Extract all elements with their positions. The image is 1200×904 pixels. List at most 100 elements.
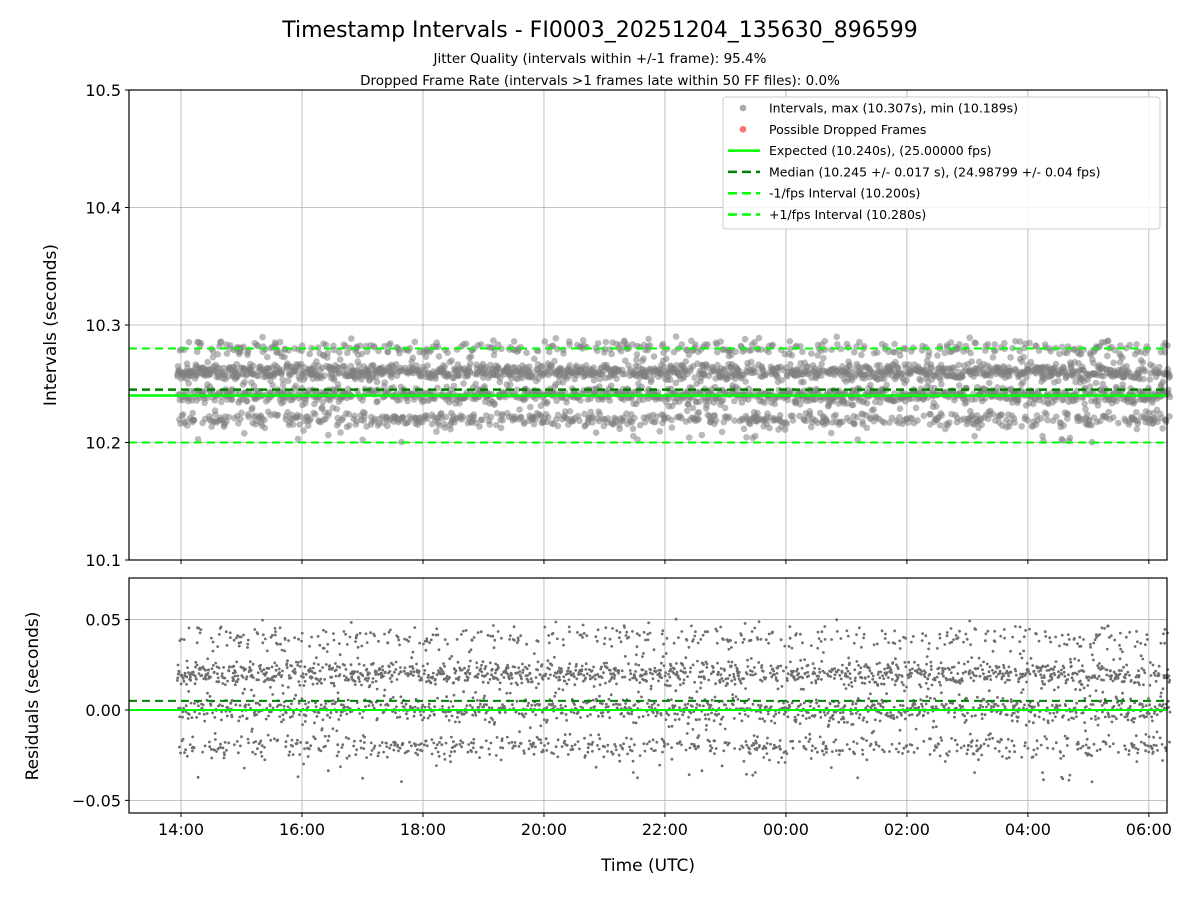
- interval-point: [742, 336, 749, 343]
- residual-point: [562, 644, 565, 647]
- interval-point: [779, 377, 786, 384]
- residual-point: [480, 664, 483, 667]
- residual-point: [528, 664, 531, 667]
- residual-point: [366, 679, 369, 682]
- interval-point: [264, 354, 271, 361]
- residual-point: [180, 638, 183, 641]
- residual-point: [337, 697, 340, 700]
- residual-point: [463, 713, 466, 716]
- residual-point: [293, 668, 296, 671]
- residual-point: [399, 747, 402, 750]
- interval-point: [822, 338, 829, 345]
- residual-point: [418, 642, 421, 645]
- interval-point: [858, 352, 865, 359]
- residual-point: [574, 669, 577, 672]
- interval-point: [603, 339, 610, 346]
- residual-point: [566, 683, 569, 686]
- interval-point: [656, 428, 663, 435]
- residual-point: [288, 754, 291, 757]
- interval-point: [432, 375, 439, 382]
- residual-point: [217, 677, 220, 680]
- residual-point: [343, 664, 346, 667]
- interval-point: [527, 404, 534, 411]
- residual-point: [484, 718, 487, 721]
- residual-point: [374, 673, 377, 676]
- residual-point: [185, 683, 188, 686]
- residual-point: [244, 703, 247, 706]
- residual-point: [432, 633, 435, 636]
- residual-point: [546, 706, 549, 709]
- residual-point: [473, 636, 476, 639]
- residual-point: [227, 706, 230, 709]
- residual-point: [397, 750, 400, 753]
- residual-point: [359, 740, 362, 743]
- residual-point: [238, 645, 241, 648]
- residual-point: [354, 753, 357, 756]
- residual-point: [426, 640, 429, 643]
- residual-point: [539, 673, 542, 676]
- residual-point: [423, 716, 426, 719]
- residual-point: [461, 741, 464, 744]
- residual-point: [206, 712, 209, 715]
- interval-point: [720, 397, 727, 404]
- interval-point: [789, 352, 796, 359]
- residual-point: [228, 665, 231, 668]
- residual-point: [482, 681, 485, 684]
- interval-point: [1144, 346, 1151, 353]
- residual-point: [280, 704, 283, 707]
- residual-point: [383, 689, 386, 692]
- residual-point: [302, 676, 305, 679]
- residual-point: [197, 704, 200, 707]
- interval-point: [606, 397, 613, 404]
- residual-point: [228, 670, 231, 673]
- residual-point: [440, 736, 443, 739]
- residual-point: [495, 754, 498, 757]
- interval-point: [1110, 414, 1117, 421]
- residual-point: [576, 631, 579, 634]
- residual-point: [429, 714, 432, 717]
- residual-point: [424, 706, 427, 709]
- residual-point: [484, 674, 487, 677]
- residual-point: [428, 641, 431, 644]
- residual-point: [516, 683, 519, 686]
- residual-point: [287, 705, 290, 708]
- residual-point: [303, 747, 306, 750]
- interval-point: [651, 353, 658, 360]
- residual-point: [464, 679, 467, 682]
- residual-point: [287, 639, 290, 642]
- residual-point: [400, 695, 403, 698]
- residual-point: [527, 681, 530, 684]
- residual-point: [186, 666, 189, 669]
- residual-point: [185, 676, 188, 679]
- residual-point: [254, 753, 257, 756]
- residual-point: [235, 661, 238, 664]
- residual-point: [485, 703, 488, 706]
- residual-point: [571, 745, 574, 748]
- interval-point: [262, 425, 269, 432]
- residual-point: [217, 680, 220, 683]
- interval-point: [180, 411, 187, 418]
- residual-point: [372, 677, 375, 680]
- residual-point: [425, 680, 428, 683]
- interval-point: [864, 425, 871, 432]
- residual-point: [300, 660, 303, 663]
- residual-point: [497, 630, 500, 633]
- residual-point: [184, 672, 187, 675]
- interval-point: [321, 372, 328, 379]
- residual-point: [505, 692, 508, 695]
- residual-point: [356, 657, 359, 660]
- legend-label: +1/fps Interval (10.280s): [769, 207, 926, 222]
- residual-point: [467, 668, 470, 671]
- residual-point: [548, 642, 551, 645]
- residual-point: [279, 626, 282, 629]
- residual-point: [523, 716, 526, 719]
- residual-point: [407, 750, 410, 753]
- residual-point: [176, 677, 179, 680]
- residual-point: [307, 706, 310, 709]
- residual-point: [305, 714, 308, 717]
- residual-point: [250, 669, 253, 672]
- residual-point: [325, 631, 328, 634]
- residual-point: [462, 690, 465, 693]
- residual-point: [580, 673, 583, 676]
- residual-point: [420, 679, 423, 682]
